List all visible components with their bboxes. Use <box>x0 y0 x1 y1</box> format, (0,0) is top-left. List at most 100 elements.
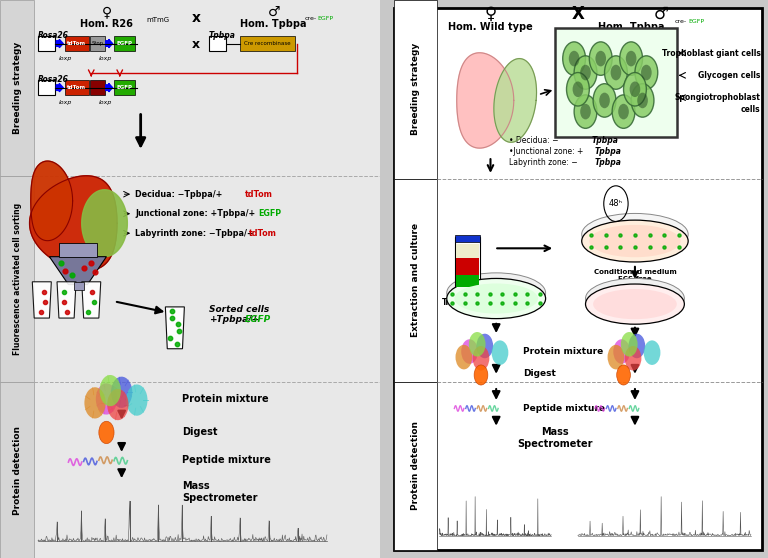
Text: loxp: loxp <box>58 100 72 105</box>
Point <box>58 298 70 307</box>
Polygon shape <box>494 59 537 142</box>
Circle shape <box>476 334 493 358</box>
Point <box>496 290 508 299</box>
Polygon shape <box>31 161 73 240</box>
Text: EGFP: EGFP <box>244 315 270 324</box>
Point <box>614 242 627 251</box>
Bar <box>456 258 479 275</box>
Text: X: X <box>571 5 584 23</box>
Bar <box>393 179 437 382</box>
Bar <box>74 282 84 290</box>
Text: Protein mixture: Protein mixture <box>183 394 269 404</box>
Point <box>78 263 90 272</box>
Circle shape <box>573 81 583 97</box>
Circle shape <box>472 346 489 371</box>
Circle shape <box>492 340 508 365</box>
Text: tdTom: tdTom <box>68 41 86 46</box>
Circle shape <box>580 65 591 80</box>
Ellipse shape <box>585 284 684 324</box>
Circle shape <box>621 332 637 357</box>
Circle shape <box>617 365 631 385</box>
Circle shape <box>99 421 114 444</box>
Point <box>39 298 51 307</box>
Text: Decidua: −Tpbpa/+: Decidua: −Tpbpa/+ <box>135 190 222 199</box>
Circle shape <box>589 42 612 75</box>
Bar <box>114 80 135 95</box>
Point <box>644 231 656 240</box>
Bar <box>456 275 479 287</box>
Circle shape <box>624 346 641 371</box>
Bar <box>90 80 104 95</box>
Polygon shape <box>81 282 101 318</box>
Ellipse shape <box>593 289 677 319</box>
Point <box>484 290 496 299</box>
Circle shape <box>100 375 121 406</box>
Circle shape <box>611 65 621 80</box>
Circle shape <box>574 95 597 128</box>
Text: Fluorescence activated cell sorting: Fluorescence activated cell sorting <box>12 203 22 355</box>
Text: Mass
Spectrometer: Mass Spectrometer <box>518 427 593 449</box>
Text: Hom. Tpbpa: Hom. Tpbpa <box>598 22 664 32</box>
Point <box>472 290 484 299</box>
Point <box>61 308 74 317</box>
Text: Hom. R26: Hom. R26 <box>80 19 133 29</box>
Text: Sorted cells: Sorted cells <box>209 305 270 314</box>
Text: tdTom: tdTom <box>249 229 277 238</box>
Polygon shape <box>165 307 184 349</box>
Bar <box>456 244 479 258</box>
Text: Protein detection: Protein detection <box>12 426 22 514</box>
Polygon shape <box>49 257 107 285</box>
Point <box>521 290 534 299</box>
Point <box>85 259 98 268</box>
Circle shape <box>126 384 147 416</box>
Text: Labyrinth zone: −Tpbpa/+: Labyrinth zone: −Tpbpa/+ <box>135 229 253 238</box>
Point <box>585 231 598 240</box>
Point <box>644 242 656 251</box>
Text: FCS free: FCS free <box>618 276 652 282</box>
Point <box>458 299 471 307</box>
Text: Mass
Spectrometer: Mass Spectrometer <box>183 482 258 503</box>
Point <box>173 326 185 335</box>
Circle shape <box>595 51 606 66</box>
Ellipse shape <box>581 213 688 256</box>
Point <box>673 242 685 251</box>
Point <box>55 259 67 268</box>
Point <box>658 242 670 251</box>
FancyArrow shape <box>56 40 63 47</box>
Text: Digest: Digest <box>523 369 556 378</box>
Circle shape <box>604 56 627 89</box>
Bar <box>59 243 97 257</box>
Circle shape <box>630 81 641 97</box>
Circle shape <box>612 95 635 128</box>
Point <box>58 288 70 297</box>
Bar <box>455 235 480 242</box>
Text: Trophoblast giant cells: Trophoblast giant cells <box>661 49 760 57</box>
Point <box>88 298 100 307</box>
Point <box>534 290 546 299</box>
Circle shape <box>626 51 637 66</box>
Circle shape <box>624 73 647 106</box>
Point <box>38 288 50 297</box>
Polygon shape <box>57 282 76 318</box>
Point <box>446 290 458 299</box>
Point <box>600 242 612 251</box>
Text: EGFP: EGFP <box>117 85 133 90</box>
Bar <box>455 237 480 290</box>
Circle shape <box>563 42 585 75</box>
Text: cre-: cre- <box>675 20 687 24</box>
Point <box>170 340 183 349</box>
Circle shape <box>455 345 472 369</box>
Point <box>673 231 685 240</box>
Point <box>166 306 178 315</box>
Polygon shape <box>32 282 51 318</box>
Bar <box>90 36 104 51</box>
Text: Trophoblast: Trophoblast <box>442 298 493 307</box>
Text: Labyrinth zone: −: Labyrinth zone: − <box>509 158 578 167</box>
Text: Rosa26: Rosa26 <box>38 75 69 84</box>
Text: Junctional zone: +Tpbpa/+: Junctional zone: +Tpbpa/+ <box>135 209 255 218</box>
Text: Conditioned medium: Conditioned medium <box>594 269 677 275</box>
Point <box>172 320 184 329</box>
Circle shape <box>628 334 645 358</box>
Circle shape <box>574 56 597 89</box>
Bar <box>240 36 295 51</box>
